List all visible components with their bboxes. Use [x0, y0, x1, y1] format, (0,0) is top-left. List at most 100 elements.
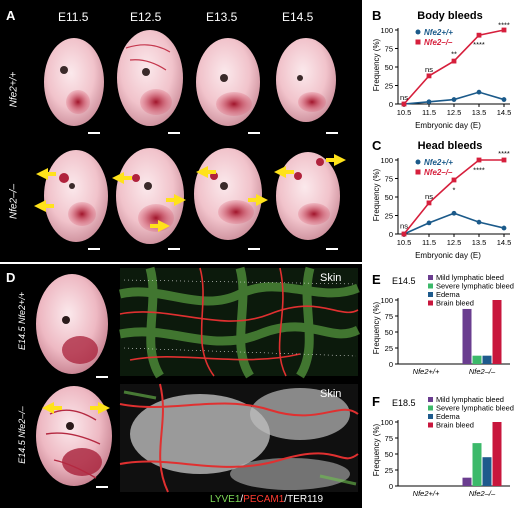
data-point — [476, 32, 482, 38]
legend-swatch-brain — [428, 300, 433, 306]
x-tick-label: 11.5 — [422, 108, 436, 117]
embryo-wt-e11-5 — [44, 38, 104, 126]
data-point — [426, 220, 432, 226]
data-point — [451, 97, 457, 102]
y-axis-label: Frequency (%) — [372, 38, 381, 91]
bar — [482, 457, 492, 486]
skin-label-wt: Skin — [320, 272, 342, 284]
significance-label: * — [453, 185, 456, 194]
y-tick-label: 100 — [380, 26, 393, 35]
embryo-d-ko — [36, 386, 112, 486]
legend-label-ko: Nfe2–/– — [424, 168, 453, 177]
data-point — [451, 210, 457, 216]
stain-ter119: TER119 — [287, 494, 324, 505]
significance-label: ns — [400, 93, 408, 102]
legend-label-severe: Severe lymphatic bleed — [436, 404, 514, 413]
x-tick-label: 14.5 — [497, 108, 512, 117]
x-tick-label: Nfe2+/+ — [413, 367, 440, 376]
data-point — [401, 101, 407, 107]
significance-label: ** — [451, 49, 457, 58]
data-point — [476, 157, 482, 163]
chart-head-bleeds: Head bleeds Frequency (%) Embryonic day … — [372, 140, 512, 260]
data-point — [451, 58, 457, 64]
stage-label-e13-5: E13.5 — [206, 10, 238, 24]
x-tick-label: 13.5 — [472, 238, 487, 247]
legend-marker-wt — [415, 29, 421, 35]
bar — [492, 422, 502, 486]
legend-label-wt: Nfe2+/+ — [424, 158, 453, 167]
embryo-ko-e13-5 — [194, 148, 262, 240]
x-tick-label: Nfe2–/– — [469, 489, 496, 498]
chart-title: E14.5 — [392, 276, 416, 286]
chart-title: E18.5 — [392, 398, 416, 408]
legend-label-edema: Edema — [436, 412, 461, 421]
y-tick-label: 25 — [385, 81, 393, 90]
chart-legend: Nfe2+/+ Nfe2–/– — [415, 158, 453, 177]
x-tick-label: 12.5 — [447, 108, 462, 117]
data-point — [501, 225, 507, 231]
embryo-ko-e11-5 — [44, 150, 108, 242]
embryo-photo-grid — [34, 30, 346, 250]
y-tick-label: 0 — [389, 230, 393, 239]
chart-title: Body bleeds — [417, 10, 482, 22]
y-tick-label: 0 — [389, 482, 393, 491]
skin-image-wt — [118, 266, 361, 379]
stain-pecam1: PECAM1 — [243, 494, 285, 505]
chart-title: Head bleeds — [418, 140, 483, 152]
data-point — [426, 99, 432, 105]
bar — [472, 355, 482, 364]
skin-label-ko: Skin — [320, 388, 342, 400]
x-tick-label: 13.5 — [472, 108, 487, 117]
y-tick-label: 100 — [380, 296, 393, 305]
bar — [472, 443, 482, 486]
bleed-arrows — [34, 154, 346, 232]
x-tick-label: 11.5 — [422, 238, 436, 247]
legend-label-wt: Nfe2+/+ — [424, 28, 453, 37]
legend-swatch-mild — [428, 275, 433, 280]
legend-label-severe: Severe lymphatic bleed — [436, 282, 514, 291]
legend-label-mild: Mild lymphatic bleed — [436, 395, 504, 404]
embryo-wt-e13-5 — [196, 38, 260, 126]
y-tick-label: 50 — [385, 193, 393, 202]
chart-e18-5-bleeds: E18.5 Frequency (%) 0 25 50 75 100 Nfe2+/+ Nfe… — [372, 395, 514, 498]
panel-label-c: C — [372, 138, 382, 153]
y-tick-label: 50 — [385, 63, 393, 72]
bleed-arrows-d — [42, 402, 110, 414]
chart-legend: Mild lymphatic bleed Severe lymphatic bl… — [428, 395, 514, 430]
legend-marker-ko — [415, 169, 421, 175]
x-tick-label: 14.5 — [497, 238, 512, 247]
embryo-ko-e12-5 — [116, 148, 184, 244]
stain-sep-1: / — [240, 494, 244, 505]
significance-label: **** — [473, 165, 485, 174]
significance-label: **** — [498, 21, 510, 30]
skin-image-ko — [119, 383, 359, 493]
y-tick-label: 50 — [385, 328, 393, 337]
legend-swatch-mild — [428, 397, 433, 402]
stain-sep-2: / — [284, 494, 288, 505]
data-point — [401, 231, 407, 237]
legend-label-edema: Edema — [436, 290, 461, 299]
significance-label: **** — [473, 40, 485, 49]
y-tick-label: 75 — [385, 174, 393, 183]
y-tick-label: 0 — [389, 360, 393, 369]
y-axis-label: Frequency (%) — [372, 423, 381, 476]
x-axis-label: Embryonic day (E) — [415, 121, 481, 130]
legend-swatch-severe — [428, 405, 433, 411]
significance-label: ns — [400, 222, 408, 231]
legend-label-brain: Brain bleed — [436, 421, 474, 430]
bar — [482, 355, 492, 364]
bar — [492, 300, 502, 364]
legend-label-brain: Brain bleed — [436, 299, 474, 308]
y-tick-label: 100 — [380, 156, 393, 165]
y-tick-label: 25 — [385, 466, 393, 475]
chart-legend: Nfe2+/+ Nfe2–/– — [415, 28, 453, 47]
panel-d-images — [36, 266, 361, 493]
data-point — [476, 89, 482, 95]
bar — [462, 477, 472, 486]
stain-legend: LYVE1/PECAM1/TER119 — [210, 494, 323, 505]
significance-label: **** — [498, 149, 510, 158]
y-tick-label: 100 — [380, 418, 393, 427]
x-tick-label: 12.5 — [447, 238, 462, 247]
legend-swatch-severe — [428, 283, 433, 289]
stain-lyve1: LYVE1 — [210, 494, 241, 505]
